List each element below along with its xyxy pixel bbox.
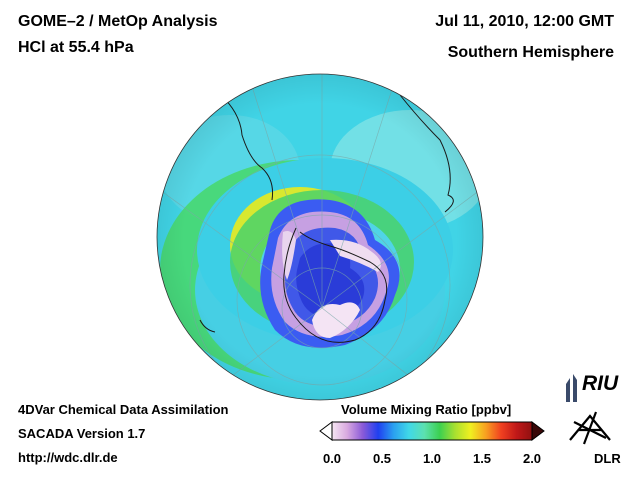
globe-outline: [156, 73, 484, 401]
dlr-logo-text: DLR: [594, 451, 621, 466]
title-region: Southern Hemisphere: [447, 44, 614, 61]
colorbar-tick: 2.0: [522, 451, 542, 466]
colorbar-tick: 1.0: [422, 451, 442, 466]
colorbar-gradient: [331, 421, 533, 441]
colorbar-title: Volume Mixing Ratio [ppbv]: [341, 402, 512, 417]
colorbar-underflow-arrow: [319, 421, 333, 441]
title-species: HCl at 55.4 hPa: [18, 39, 134, 56]
title-datetime: Jul 11, 2010, 12:00 GMT: [435, 13, 614, 30]
dlr-logo: [569, 411, 611, 445]
footer-url[interactable]: http://wdc.dlr.de: [18, 450, 118, 465]
colorbar-tick: 0.5: [372, 451, 392, 466]
riu-logo: [566, 374, 577, 402]
footer-method: 4DVar Chemical Data Assimilation: [18, 402, 229, 417]
footer-version: SACADA Version 1.7: [18, 426, 146, 441]
colorbar-overflow-arrow: [531, 421, 545, 441]
riu-logo-text: RIU: [582, 372, 619, 395]
colorbar-tick: 1.5: [472, 451, 492, 466]
colorbar-tick: 0.0: [322, 451, 342, 466]
colorbar: [319, 421, 545, 441]
title-instrument: GOME–2 / MetOp Analysis: [18, 13, 218, 30]
